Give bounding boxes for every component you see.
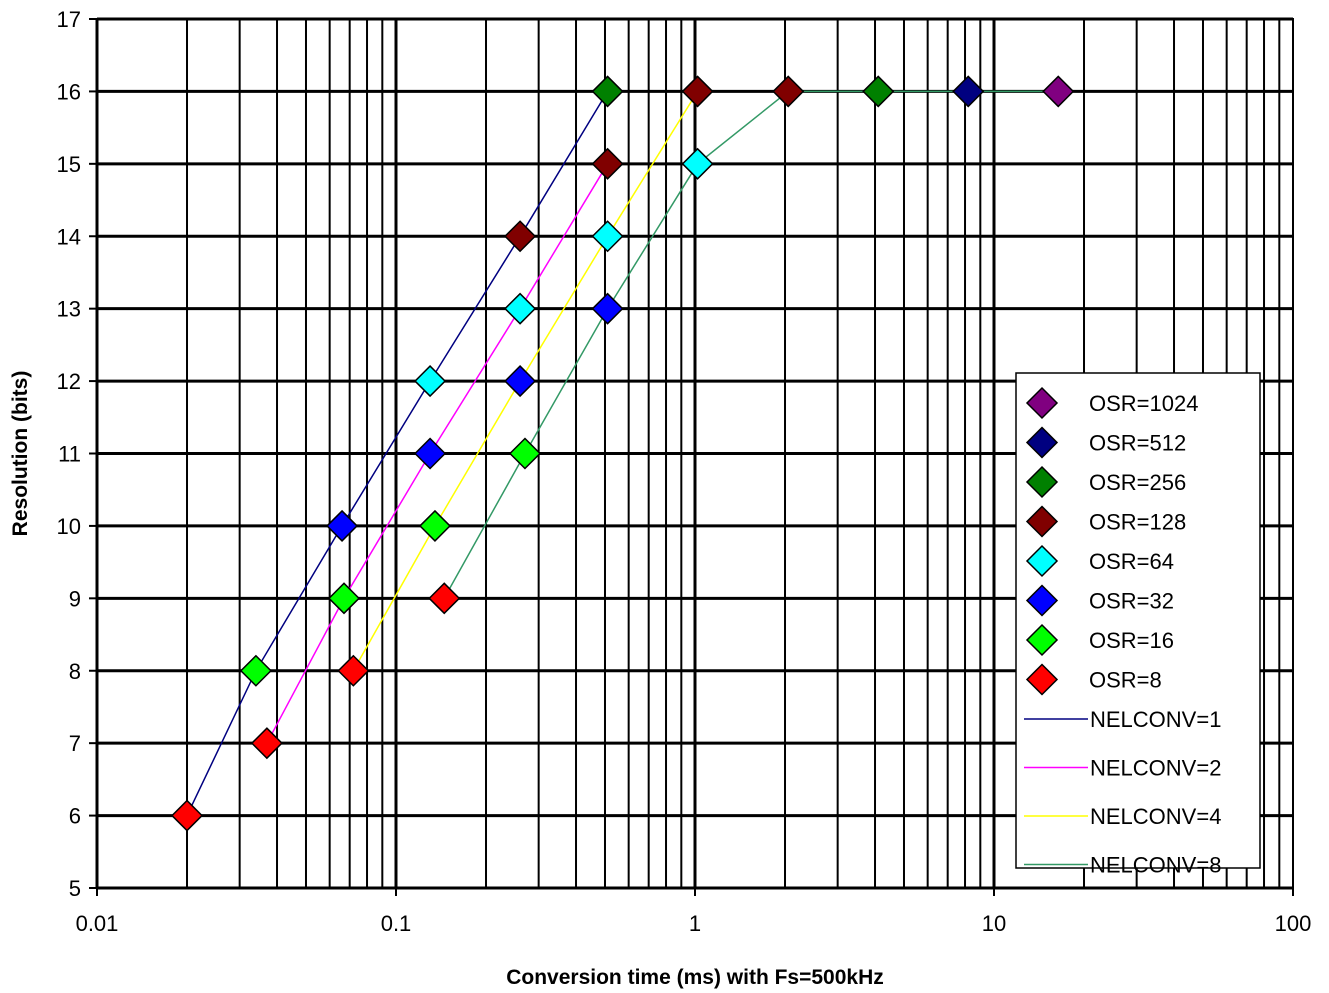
legend-label: OSR=256	[1089, 470, 1186, 495]
x-tick-label: 10	[982, 911, 1006, 936]
data-point	[414, 365, 447, 398]
legend-marker	[1025, 663, 1059, 696]
data-point	[428, 582, 461, 615]
y-tick-labels: 5 6 7 8 9 10 11 12 13 14 15 16 17	[57, 7, 81, 901]
legend-marker	[1025, 584, 1059, 617]
y-tick-label: 8	[69, 659, 81, 684]
legend-marker	[1025, 505, 1059, 538]
legend-label: OSR=128	[1089, 510, 1186, 535]
x-tick-label: 1	[689, 911, 701, 936]
data-point	[325, 509, 359, 542]
data-point	[414, 437, 447, 470]
legend-marker	[1025, 465, 1059, 499]
data-point	[1042, 75, 1075, 108]
y-tick-label: 14	[57, 224, 81, 249]
legend: OSR=1024 OSR=512 OSR=256 OSR=128 OSR=64 OSR=3…	[1015, 372, 1261, 878]
legend-label: OSR=16	[1089, 628, 1174, 653]
y-tick-label: 10	[57, 514, 81, 539]
data-point	[504, 220, 537, 253]
legend-label: NELCONV=2	[1090, 756, 1221, 781]
legend-marker	[1025, 386, 1059, 420]
data-point	[327, 582, 361, 615]
y-tick-label: 15	[57, 152, 81, 177]
data-point	[952, 75, 985, 108]
data-point	[170, 799, 204, 832]
legend-label: NELCONV=8	[1090, 853, 1221, 878]
y-tick-label: 12	[57, 369, 81, 394]
y-tick-label: 9	[69, 586, 81, 611]
y-tick-label: 11	[58, 442, 81, 467]
y-tick-label: 5	[69, 876, 81, 901]
legend-label: OSR=512	[1089, 431, 1186, 456]
data-point	[250, 727, 283, 760]
y-tick-label: 6	[69, 804, 81, 829]
legend-marker	[1025, 623, 1059, 657]
data-point	[504, 365, 537, 398]
data-point	[591, 220, 624, 253]
legend-label: NELCONV=4	[1090, 804, 1221, 829]
legend-label: OSR=8	[1089, 668, 1162, 693]
legend-label: NELCONV=1	[1090, 707, 1221, 732]
x-axis-label: Conversion time (ms) with Fs=500kHz	[506, 966, 884, 989]
y-tick-label: 7	[69, 731, 81, 756]
data-point	[337, 654, 370, 687]
data-point	[772, 75, 805, 108]
data-point	[681, 75, 714, 108]
legend-marker	[1025, 544, 1059, 578]
y-tick-label: 13	[57, 297, 81, 322]
data-point	[591, 292, 624, 325]
series-markers	[170, 75, 1075, 832]
legend-box	[1015, 372, 1261, 869]
data-point	[591, 147, 624, 180]
x-tick-label: 0.1	[381, 911, 412, 936]
data-point	[681, 147, 714, 180]
y-tick-label: 17	[57, 7, 81, 32]
series-line	[443, 90, 1059, 599]
y-tick-label: 16	[57, 79, 81, 104]
data-point	[508, 437, 542, 470]
y-axis-label: Resolution (bits)	[9, 371, 32, 537]
x-tick-label: 100	[1275, 911, 1312, 936]
data-point	[862, 75, 895, 108]
data-point	[504, 292, 537, 325]
legend-label: OSR=1024	[1089, 391, 1198, 416]
legend-marker	[1025, 426, 1059, 459]
x-tick-label: 0.01	[76, 911, 119, 936]
data-point	[239, 654, 272, 687]
x-tick-labels: 0.01 0.1 1 10 100	[76, 911, 1312, 936]
plot-area-frame	[96, 18, 1294, 889]
series-line	[186, 91, 609, 816]
legend-label: OSR=64	[1089, 549, 1174, 574]
legend-label: OSR=32	[1089, 589, 1174, 614]
data-point	[418, 509, 452, 542]
data-point	[591, 75, 624, 108]
